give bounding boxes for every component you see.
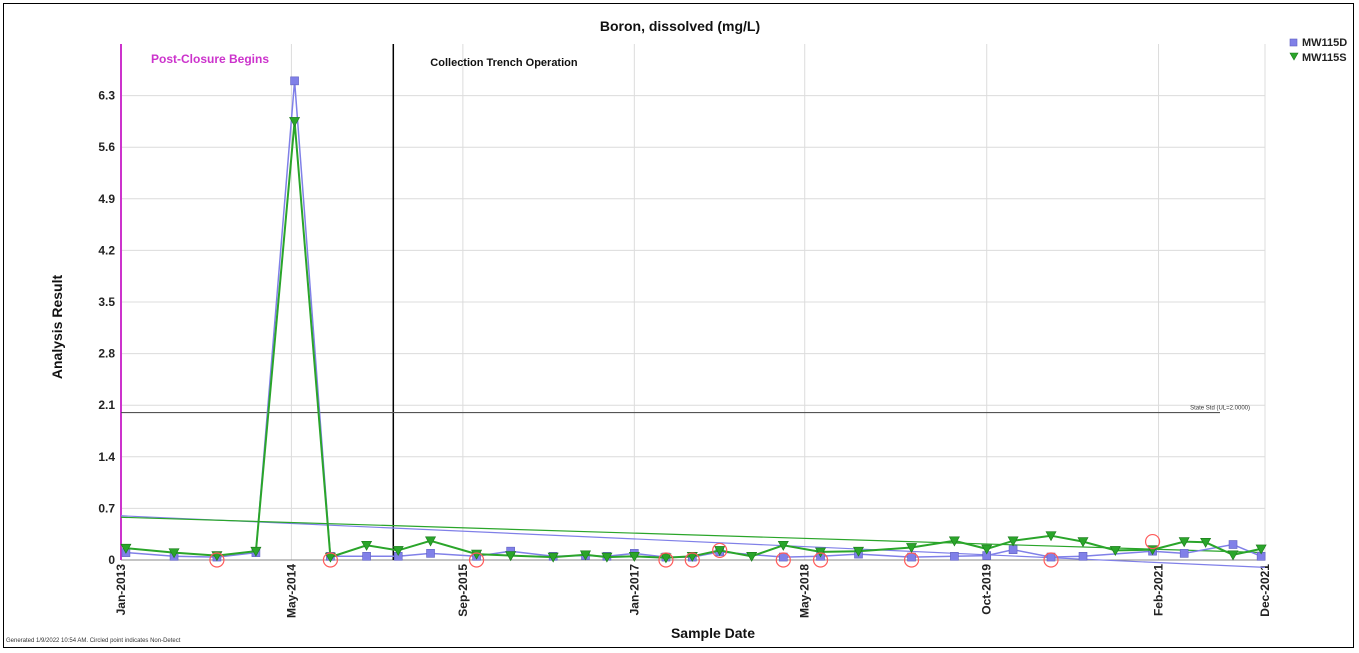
data-point-mw115d (1228, 540, 1238, 549)
y-tick-label: 0 (108, 553, 115, 567)
data-point-mw115s (714, 546, 726, 557)
data-point-mw115d (778, 552, 788, 562)
series-line (125, 121, 1262, 559)
data-point-mw115d (426, 549, 435, 558)
data-point-mw115s (746, 552, 758, 562)
data-point-mw115s (628, 552, 640, 562)
non-detect-circle (322, 552, 339, 568)
non-detect-circle (658, 552, 674, 568)
data-point-mw115s (852, 546, 864, 557)
y-tick-label: 2.8 (98, 347, 115, 361)
data-point-mw115s (686, 552, 698, 562)
x-tick-label: Oct-2019 (980, 564, 994, 615)
y-tick-label: 4.9 (98, 192, 115, 206)
legend-marker-mw115s (1289, 52, 1299, 61)
non-detect-circle (1144, 533, 1161, 550)
data-point-mw115s (425, 536, 437, 547)
data-point-mw115d (907, 552, 916, 562)
x-tick-label: Dec-2021 (1258, 564, 1272, 617)
trend-line (120, 515, 1266, 568)
non-detect-circle (712, 542, 728, 559)
y-tick-label: 1.4 (98, 450, 115, 464)
footer-note: Generated 1/9/2022 10:54 AM. Circled poi… (6, 638, 181, 644)
data-point-mw115s (392, 546, 404, 557)
trend-line (120, 516, 1266, 554)
x-tick-label: May-2018 (798, 564, 812, 618)
data-point-mw115s (471, 549, 483, 560)
non-detect-circle (468, 552, 485, 568)
x-tick-label: Jan-2013 (114, 564, 128, 616)
x-axis-label: Sample Date (671, 625, 755, 641)
data-point-mw115d (362, 552, 371, 561)
data-point-mw115d (950, 552, 959, 561)
data-point-mw115s (1077, 537, 1089, 548)
post-closure-label: Post-Closure Begins (151, 52, 269, 66)
y-axis-label: Analysis Result (49, 275, 65, 380)
data-point-mw115s (1200, 538, 1212, 548)
non-detect-circle (1043, 552, 1059, 568)
data-point-mw115s (1178, 537, 1190, 548)
y-tick-label: 0.7 (98, 501, 115, 515)
chart-title: Boron, dissolved (mg/L) (600, 18, 760, 34)
y-tick-label: 4.2 (98, 243, 115, 257)
data-point-mw115s (660, 553, 672, 564)
non-detect-circle (903, 552, 920, 568)
data-point-mw115s (505, 551, 517, 562)
data-point-mw115s (1045, 531, 1057, 542)
y-tick-label: 5.6 (98, 140, 115, 154)
data-point-mw115s (981, 544, 993, 555)
non-detect-circle (812, 552, 829, 568)
trench-label: Collection Trench Operation (430, 57, 578, 69)
data-point-mw115d (290, 76, 299, 86)
data-point-mw115s (289, 117, 301, 128)
data-point-mw115d (1008, 545, 1018, 554)
data-point-mw115d (1078, 552, 1088, 561)
data-point-mw115s (579, 550, 591, 561)
data-point-mw115s (250, 546, 262, 557)
data-point-mw115s (601, 552, 613, 563)
data-point-mw115s (1109, 546, 1121, 557)
legend-marker-mw115d (1289, 38, 1298, 47)
x-tick-label: Feb-2021 (1152, 564, 1166, 616)
data-point-mw115s (815, 547, 827, 558)
legend-label-mw115d: MW115D (1302, 37, 1347, 49)
data-point-mw115s (1227, 550, 1239, 561)
data-point-mw115s (777, 540, 789, 551)
data-point-mw115s (1255, 544, 1267, 555)
data-point-mw115s (948, 536, 960, 547)
non-detect-circle (775, 552, 791, 568)
x-tick-label: Sep-2015 (456, 564, 470, 617)
x-tick-label: May-2014 (284, 564, 298, 618)
data-point-mw115s (1007, 536, 1019, 547)
non-detect-circle (209, 552, 225, 568)
non-detect-circle (684, 552, 700, 568)
data-point-mw115d (1179, 549, 1189, 558)
y-tick-label: 3.5 (98, 295, 115, 309)
data-point-mw115s (361, 540, 373, 551)
data-point-mw115s (120, 543, 132, 554)
x-tick-label: Jan-2017 (627, 564, 641, 616)
data-point-mw115s (906, 543, 918, 554)
y-tick-label: 2.1 (98, 398, 115, 412)
data-point-mw115s (547, 552, 559, 563)
y-tick-label: 6.3 (98, 89, 115, 103)
data-point-mw115d (1046, 552, 1056, 562)
data-point-mw115s (168, 548, 180, 559)
legend-label-mw115s: MW115S (1302, 52, 1347, 64)
state-std-label: State Std (UL=2.0000) (1190, 406, 1250, 412)
